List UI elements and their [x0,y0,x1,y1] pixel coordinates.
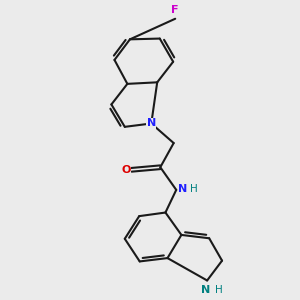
Text: H: H [190,184,198,194]
Text: N: N [147,118,156,128]
Text: N: N [178,184,187,194]
Text: N: N [201,285,211,295]
Text: H: H [215,285,223,295]
Text: F: F [172,5,179,15]
Text: O: O [121,165,130,175]
